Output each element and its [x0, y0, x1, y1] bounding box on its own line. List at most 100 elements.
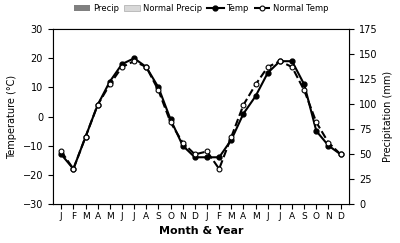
- Temp: [278, 60, 282, 63]
- Temp: [83, 135, 88, 138]
- Bar: [190, 194, 195, 204]
- Temp: [314, 130, 319, 132]
- Temp: [205, 156, 210, 159]
- Temp: [132, 57, 136, 60]
- Temp: [229, 138, 234, 141]
- Bar: [263, 89, 268, 204]
- Normal Temp: [95, 104, 100, 106]
- Normal Temp: [83, 135, 88, 138]
- Temp: [71, 167, 76, 170]
- Bar: [292, 119, 297, 204]
- Temp: [144, 66, 149, 69]
- Bar: [117, 94, 122, 204]
- Temp: [120, 63, 124, 66]
- Bar: [311, 182, 316, 204]
- Bar: [146, 119, 151, 204]
- Bar: [202, 194, 207, 204]
- Normal Temp: [290, 66, 294, 69]
- Bar: [226, 192, 231, 204]
- Bar: [280, 99, 285, 204]
- Normal Temp: [302, 89, 307, 92]
- Bar: [214, 194, 219, 204]
- Bar: [80, 189, 86, 204]
- Bar: [244, 174, 248, 204]
- Bar: [61, 174, 66, 204]
- Bar: [98, 174, 103, 204]
- Bar: [68, 192, 73, 204]
- Normal Temp: [156, 89, 161, 92]
- Temp: [192, 156, 197, 159]
- Temp: [217, 156, 222, 159]
- Bar: [304, 149, 309, 204]
- Bar: [105, 174, 110, 204]
- Bar: [207, 174, 212, 204]
- Bar: [336, 182, 341, 204]
- Temp: [302, 83, 307, 86]
- Temp: [156, 86, 161, 89]
- Bar: [250, 144, 256, 204]
- Normal Temp: [144, 66, 149, 69]
- Bar: [153, 159, 158, 204]
- Bar: [323, 184, 328, 204]
- Bar: [316, 164, 322, 204]
- Temp: [338, 153, 343, 156]
- Normal Temp: [241, 104, 246, 106]
- Bar: [86, 179, 91, 204]
- Normal Temp: [338, 153, 343, 156]
- Bar: [341, 186, 346, 204]
- Bar: [134, 99, 139, 204]
- Normal Temp: [205, 150, 210, 153]
- Bar: [178, 186, 183, 204]
- Normal Temp: [168, 121, 173, 124]
- Bar: [219, 184, 224, 204]
- Normal Temp: [71, 167, 76, 170]
- Bar: [73, 184, 78, 204]
- Y-axis label: Temperature (°C): Temperature (°C): [7, 74, 17, 159]
- Y-axis label: Precipitation (mm): Precipitation (mm): [383, 71, 393, 162]
- Bar: [110, 139, 115, 204]
- Legend: Precip, Normal Precip, Temp, Normal Temp: Precip, Normal Precip, Temp, Normal Temp: [72, 2, 330, 14]
- Normal Temp: [180, 141, 185, 144]
- Bar: [129, 144, 134, 204]
- Bar: [56, 189, 61, 204]
- Bar: [158, 149, 164, 204]
- Bar: [183, 179, 188, 204]
- Temp: [95, 104, 100, 106]
- Normal Temp: [132, 60, 136, 63]
- Bar: [141, 149, 146, 204]
- Bar: [287, 139, 292, 204]
- Normal Temp: [278, 60, 282, 63]
- Line: Temp: Temp: [59, 56, 343, 171]
- Bar: [275, 104, 280, 204]
- Bar: [92, 189, 98, 204]
- Bar: [299, 164, 304, 204]
- Temp: [326, 144, 331, 147]
- Normal Temp: [108, 83, 112, 86]
- Normal Temp: [217, 167, 222, 170]
- Normal Temp: [229, 135, 234, 138]
- Bar: [328, 179, 334, 204]
- Line: Normal Temp: Normal Temp: [59, 59, 343, 171]
- Bar: [195, 186, 200, 204]
- Temp: [108, 80, 112, 83]
- Temp: [241, 112, 246, 115]
- Bar: [231, 179, 236, 204]
- Normal Temp: [253, 83, 258, 86]
- Normal Temp: [326, 141, 331, 144]
- Bar: [170, 164, 176, 204]
- Normal Temp: [120, 66, 124, 69]
- Temp: [168, 118, 173, 121]
- Normal Temp: [192, 153, 197, 156]
- Bar: [166, 184, 170, 204]
- X-axis label: Month & Year: Month & Year: [159, 226, 243, 236]
- Bar: [122, 104, 127, 204]
- Temp: [59, 153, 64, 156]
- Normal Temp: [265, 66, 270, 69]
- Normal Temp: [59, 150, 64, 153]
- Bar: [256, 139, 261, 204]
- Temp: [180, 144, 185, 147]
- Normal Temp: [314, 121, 319, 124]
- Temp: [265, 71, 270, 74]
- Temp: [253, 95, 258, 98]
- Bar: [238, 184, 244, 204]
